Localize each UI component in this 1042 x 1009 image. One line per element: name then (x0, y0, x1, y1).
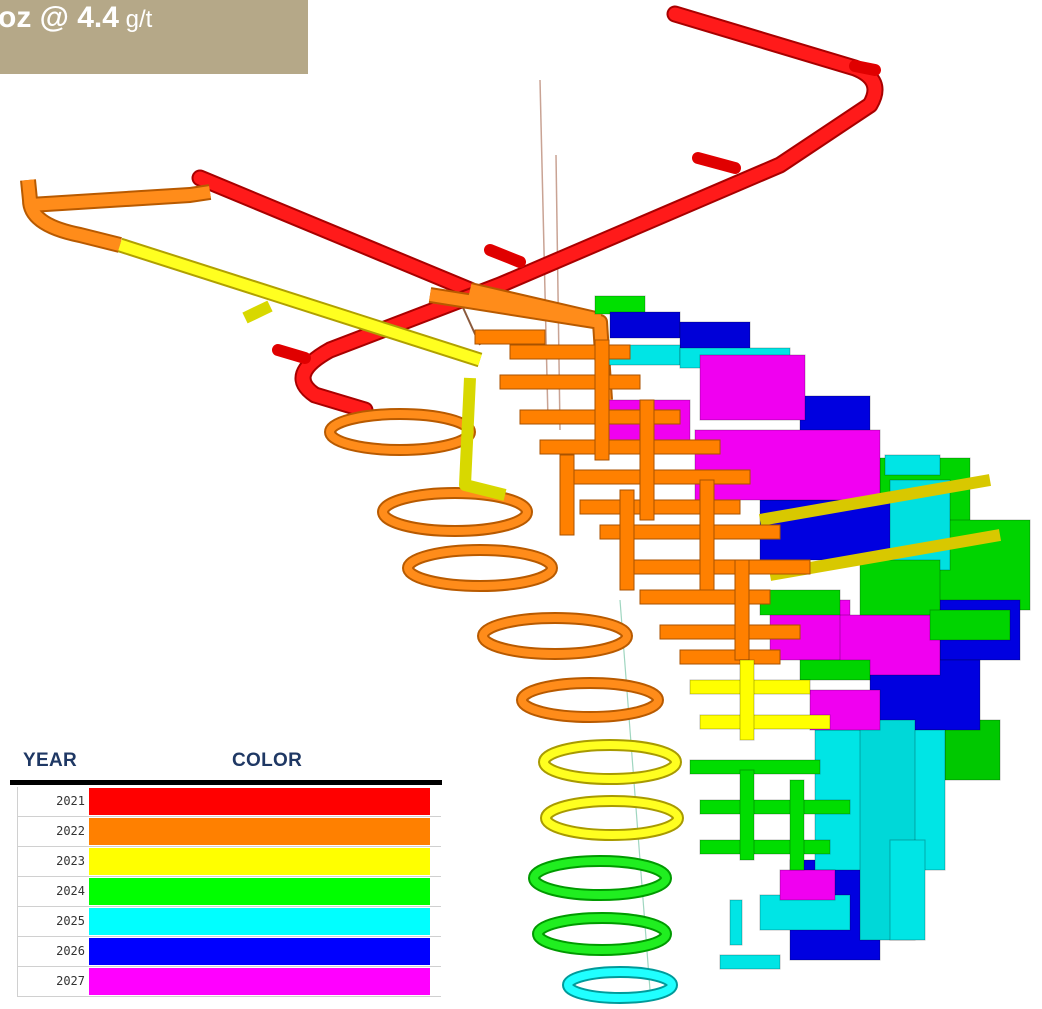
ramp-2025 (562, 899, 781, 1004)
legend-header-rule (10, 780, 442, 785)
legend-row: 2027 (17, 967, 441, 997)
development-2022 (20, 179, 664, 723)
lower-crosscuts (689, 659, 851, 871)
development-2023 (117, 237, 1002, 841)
legend-row: 2026 (17, 937, 441, 967)
legend-row: 2021 (17, 787, 441, 817)
legend-rows: 2021 2022 2023 2024 2025 2026 2027 (17, 787, 441, 997)
year-color-legend: YEAR COLOR 2021 2022 2023 2024 2025 2026 2027 (10, 745, 442, 997)
legend-row: 2022 (17, 817, 441, 847)
legend-color-swatch (89, 938, 430, 965)
banner-unit-text: g/t (118, 6, 153, 33)
legend-color-header: COLOR (232, 750, 303, 771)
stopes (594, 295, 1031, 961)
legend-year-cell: 2024 (17, 877, 89, 906)
legend-color-swatch (89, 788, 430, 815)
legend-year-cell: 2026 (17, 937, 89, 966)
ramp-2024 (528, 855, 672, 956)
legend-color-swatch (89, 968, 430, 995)
legend-row: 2025 (17, 907, 441, 937)
legend-year-cell: 2023 (17, 847, 89, 876)
legend-color-swatch (89, 818, 430, 845)
legend-year-cell: 2025 (17, 907, 89, 936)
legend-color-swatch (89, 848, 430, 875)
legend-row: 2023 (17, 847, 441, 877)
banner-title: oz @ 4.4 g/t (0, 2, 152, 36)
legend-row: 2024 (17, 877, 441, 907)
legend-color-swatch (89, 908, 430, 935)
development-2021 (191, 5, 884, 419)
legend-year-cell: 2021 (17, 787, 89, 816)
title-banner: oz @ 4.4 g/t (0, 0, 308, 74)
legend-year-cell: 2022 (17, 817, 89, 846)
legend-year-header: YEAR (23, 750, 77, 771)
legend-year-cell: 2027 (17, 967, 89, 996)
orange-crosscuts (474, 329, 811, 665)
banner-grade-text: oz @ 4.4 (0, 1, 119, 34)
legend-color-swatch (89, 878, 430, 905)
